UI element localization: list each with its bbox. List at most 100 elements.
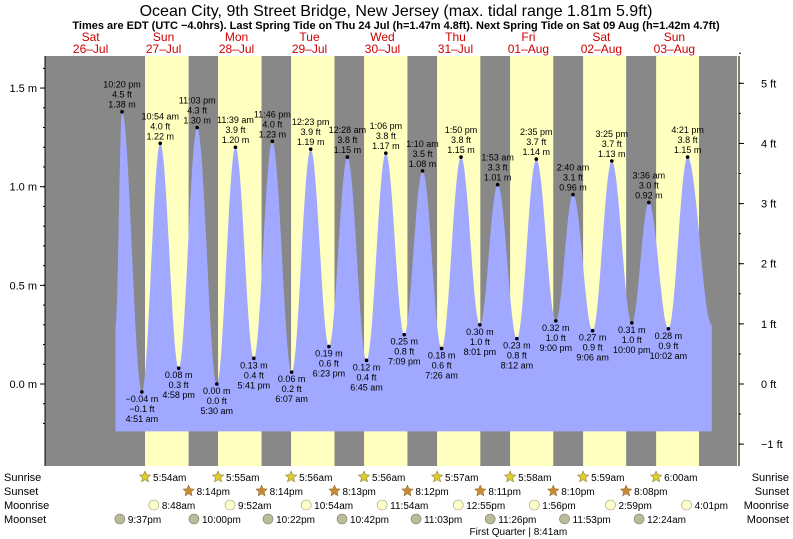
high-tide-label: 3.9 ft — [225, 125, 246, 135]
moonrise-row-label-left: Moonrise — [4, 500, 49, 512]
moonset-icon — [410, 513, 422, 525]
day-date-label: 03–Aug — [654, 42, 695, 56]
low-tide-label: 0.30 m — [466, 327, 494, 337]
high-tide-label: 1:06 pm — [370, 121, 403, 131]
moonrise-time: 12:55pm — [466, 501, 505, 512]
left-axis-tick-label: 0.0 m — [9, 379, 37, 391]
low-tide-point — [402, 332, 407, 337]
high-tide-label: 1:10 am — [406, 139, 439, 149]
day-of-week-label: Sun — [153, 30, 174, 44]
sunrise-time: 5:58am — [518, 473, 551, 484]
high-tide-label: 0.96 m — [559, 183, 587, 193]
low-tide-point — [666, 326, 671, 331]
moonset-icon — [633, 513, 645, 525]
axes: 0.0 m 0.5 m 1.0 m 1.5 m −1 ft 0 ft 1 ft 2 ft 3 f… — [9, 52, 783, 466]
low-tide-label: 0.12 m — [353, 362, 381, 372]
moonrise-time: 1:56pm — [542, 501, 575, 512]
high-tide-point — [120, 109, 124, 114]
high-tide-label: 4.0 ft — [150, 121, 171, 131]
high-tide-label: 3:25 pm — [596, 129, 629, 139]
moonset-time: 11:53pm — [573, 515, 611, 526]
low-tide-label: −0.1 ft — [129, 404, 155, 414]
low-tide-point — [252, 356, 256, 361]
high-tide-point — [647, 200, 651, 205]
sunset-time: 8:13pm — [342, 487, 375, 498]
high-tide-label: 3.3 ft — [488, 163, 509, 173]
sunrise-time: 5:55am — [226, 473, 259, 484]
moonrise-icon — [452, 499, 464, 511]
sunrise-time: 6:00am — [664, 473, 697, 484]
moonset-icon — [114, 513, 126, 525]
moonrise-icon — [681, 499, 692, 511]
day-of-week-label: Tue — [299, 30, 320, 44]
low-tide-label: 0.19 m — [315, 349, 343, 359]
right-axis-tick-label: 0 ft — [761, 379, 776, 391]
sunset-time: 8:10pm — [561, 487, 594, 498]
low-tide-label: 0.28 m — [655, 331, 683, 341]
day-date-label: 01–Aug — [508, 42, 549, 56]
low-tide-label: 1.0 ft — [622, 335, 643, 345]
low-tide-label: 6:23 pm — [313, 369, 346, 379]
moon-phase-label: First Quarter | 8:41am — [470, 527, 568, 538]
low-tide-label: 4:51 am — [126, 414, 159, 424]
moonset-time: 11:26pm — [498, 515, 536, 526]
low-tide-point — [364, 358, 369, 363]
moonrise-icon — [529, 499, 540, 511]
low-tide-label: 0.06 m — [278, 374, 306, 384]
moonrise-time: 2:59pm — [618, 501, 651, 512]
low-tide-label: 0.6 ft — [432, 360, 453, 370]
day-of-week-label: Sat — [82, 30, 101, 44]
low-tide-label: 7:09 pm — [388, 357, 421, 367]
high-tide-label: 3.5 ft — [413, 149, 434, 159]
low-tide-label: −0.04 m — [125, 394, 158, 404]
high-tide-label: 1.15 m — [334, 145, 362, 155]
high-tide-point — [195, 125, 199, 130]
low-tide-label: 0.8 ft — [394, 347, 415, 357]
sunset-icon — [255, 484, 268, 497]
sunset-time: 8:08pm — [634, 487, 667, 498]
low-tide-point — [289, 370, 294, 374]
high-tide-label: 1.23 m — [259, 129, 287, 139]
sunrise-icon — [357, 470, 371, 483]
left-axis-tick-label: 1.5 m — [9, 83, 37, 95]
sunrise-time: 5:56am — [372, 473, 405, 484]
high-tide-label: 2:40 am — [557, 163, 590, 173]
high-tide-label: 3.8 ft — [678, 135, 699, 145]
low-tide-label: 0.0 ft — [207, 396, 228, 406]
high-tide-label: 1.30 m — [183, 116, 211, 126]
moonset-icon — [262, 513, 274, 525]
high-tide-label: 1.38 m — [108, 100, 136, 110]
high-tide-label: 1:53 am — [481, 153, 514, 163]
high-tide-point — [459, 155, 463, 159]
sunrise-icon — [430, 470, 444, 483]
high-tide-label: 1.20 m — [222, 135, 250, 145]
high-tide-label: 4.3 ft — [187, 106, 208, 116]
low-tide-label: 8:12 am — [501, 361, 534, 371]
high-tide-label: 3.0 ft — [639, 180, 660, 190]
high-tide-label: 2:35 pm — [520, 127, 553, 137]
sunrise-icon — [284, 470, 298, 483]
high-tide-point — [308, 147, 313, 152]
low-tide-label: 0.9 ft — [583, 343, 604, 353]
sunrise-time: 5:57am — [445, 473, 478, 484]
moonrise-row-label-right: Moonrise — [744, 500, 789, 512]
low-tide-label: 4:58 pm — [162, 390, 195, 400]
low-tide-label: 0.00 m — [203, 386, 231, 396]
high-tide-label: 3.1 ft — [563, 173, 584, 183]
moonset-time: 10:22pm — [276, 515, 315, 526]
right-axis-tick-label: 4 ft — [761, 138, 776, 150]
low-tide-label: 0.31 m — [618, 325, 646, 335]
sunset-time: 8:14pm — [270, 487, 303, 498]
sunset-row-label-right: Sunset — [755, 486, 789, 498]
low-tide-point — [478, 323, 482, 327]
moonset-icon — [188, 513, 200, 525]
sunrise-icon — [503, 470, 517, 483]
low-tide-point — [140, 390, 144, 394]
high-tide-label: 1.15 m — [674, 145, 702, 155]
high-tide-label: 3.7 ft — [602, 139, 623, 149]
chart-header: Ocean City, 9th Street Bridge, New Jerse… — [72, 3, 720, 32]
right-axis-tick-label: −1 ft — [761, 439, 783, 451]
high-tide-point — [233, 145, 238, 150]
sunset-icon — [401, 484, 414, 497]
left-axis-tick-label: 1.0 m — [9, 182, 37, 194]
